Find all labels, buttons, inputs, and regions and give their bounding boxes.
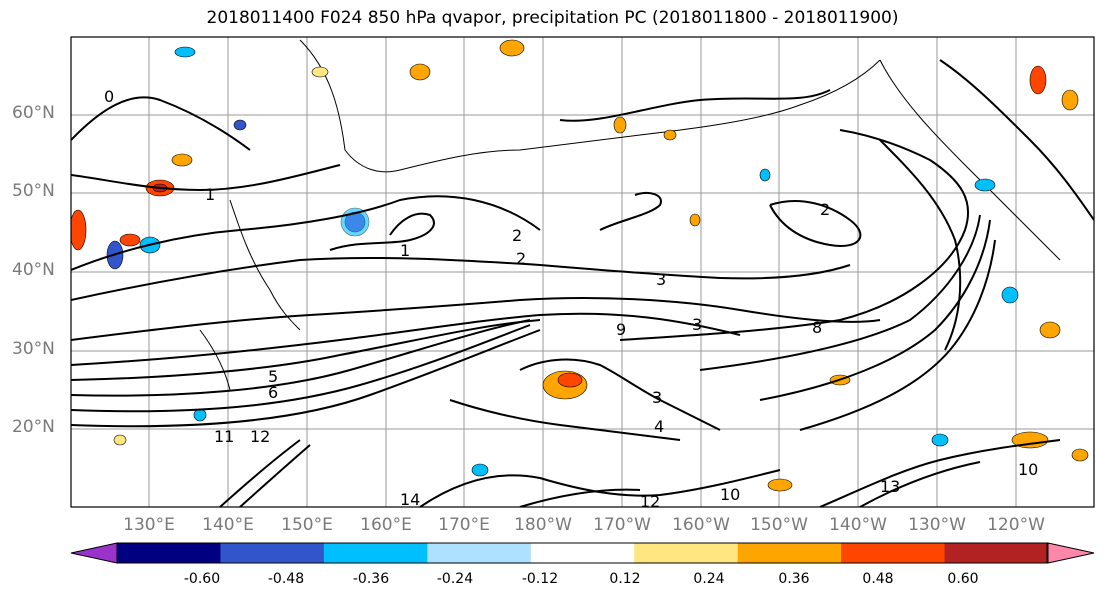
contour-label: 10 [720,485,740,504]
contour-label: 13 [880,477,900,496]
contour-label: 3 [656,270,666,289]
colorbar-label: 0.36 [778,571,810,587]
lon-label-150w: 150°W [750,515,808,535]
lon-label-180w: 180°W [514,515,572,535]
colorbar-label: 0.60 [947,571,979,587]
lat-label-20n: 20°N [12,417,55,437]
lon-label-140e: 140°E [202,515,254,535]
colorbar-label: -0.60 [183,571,221,587]
contour-label: 1 [205,185,215,204]
contour-label: 3 [652,388,662,407]
lon-label-120w: 120°W [987,515,1045,535]
lat-label-40n: 40°N [12,260,55,280]
lon-label-150e: 150°E [281,515,333,535]
lon-label-130w: 130°W [908,515,966,535]
lon-label-140w: 140°W [829,515,887,535]
lon-label-170e: 170°E [438,515,490,535]
colorbar-label: 0.48 [862,571,894,587]
contour-label: 11 [214,427,234,446]
contour-label: 4 [654,417,664,436]
map-frame [70,36,1095,508]
colorbar-label: -0.36 [352,571,390,587]
graticule [71,37,1094,507]
contour-label: 2 [516,249,526,268]
colorbar-label: -0.12 [521,571,559,587]
lon-label-160w: 160°W [672,515,730,535]
lat-label-60n: 60°N [12,103,55,123]
contour-label: 3 [692,315,702,334]
contour-label: 8 [812,318,822,337]
lat-label-50n: 50°N [12,181,55,201]
lon-label-130e: 130°E [123,515,175,535]
contour-label: 5 [268,367,278,386]
lat-label-30n: 30°N [12,339,55,359]
lon-label-170w: 170°W [593,515,651,535]
colorbar-label: -0.24 [436,571,474,587]
contour-labels: 0 1 1 2 2 2 3 3 3 4 5 6 8 9 10 11 12 13 … [104,87,1038,511]
contour-label: 2 [820,200,830,219]
contour-label: 0 [104,87,114,106]
qvapor-contours [71,59,1094,507]
contour-label: 12 [640,492,660,511]
map-title: 2018011400 F024 850 hPa qvapor, precipit… [206,8,899,28]
contour-label: 14 [400,490,420,509]
contour-label: 9 [616,320,626,339]
lon-label-160e: 160°E [360,515,412,535]
colorbar-label: -0.48 [267,571,305,587]
contour-label: 2 [512,226,522,245]
contour-label: 12 [250,427,270,446]
contour-label: 1 [400,241,410,260]
colorbar-label: 0.24 [693,571,725,587]
contour-label: 10 [1018,460,1038,479]
contour-label: 6 [268,383,278,402]
coastlines [199,39,1061,391]
colorbar-label: 0.12 [609,571,641,587]
